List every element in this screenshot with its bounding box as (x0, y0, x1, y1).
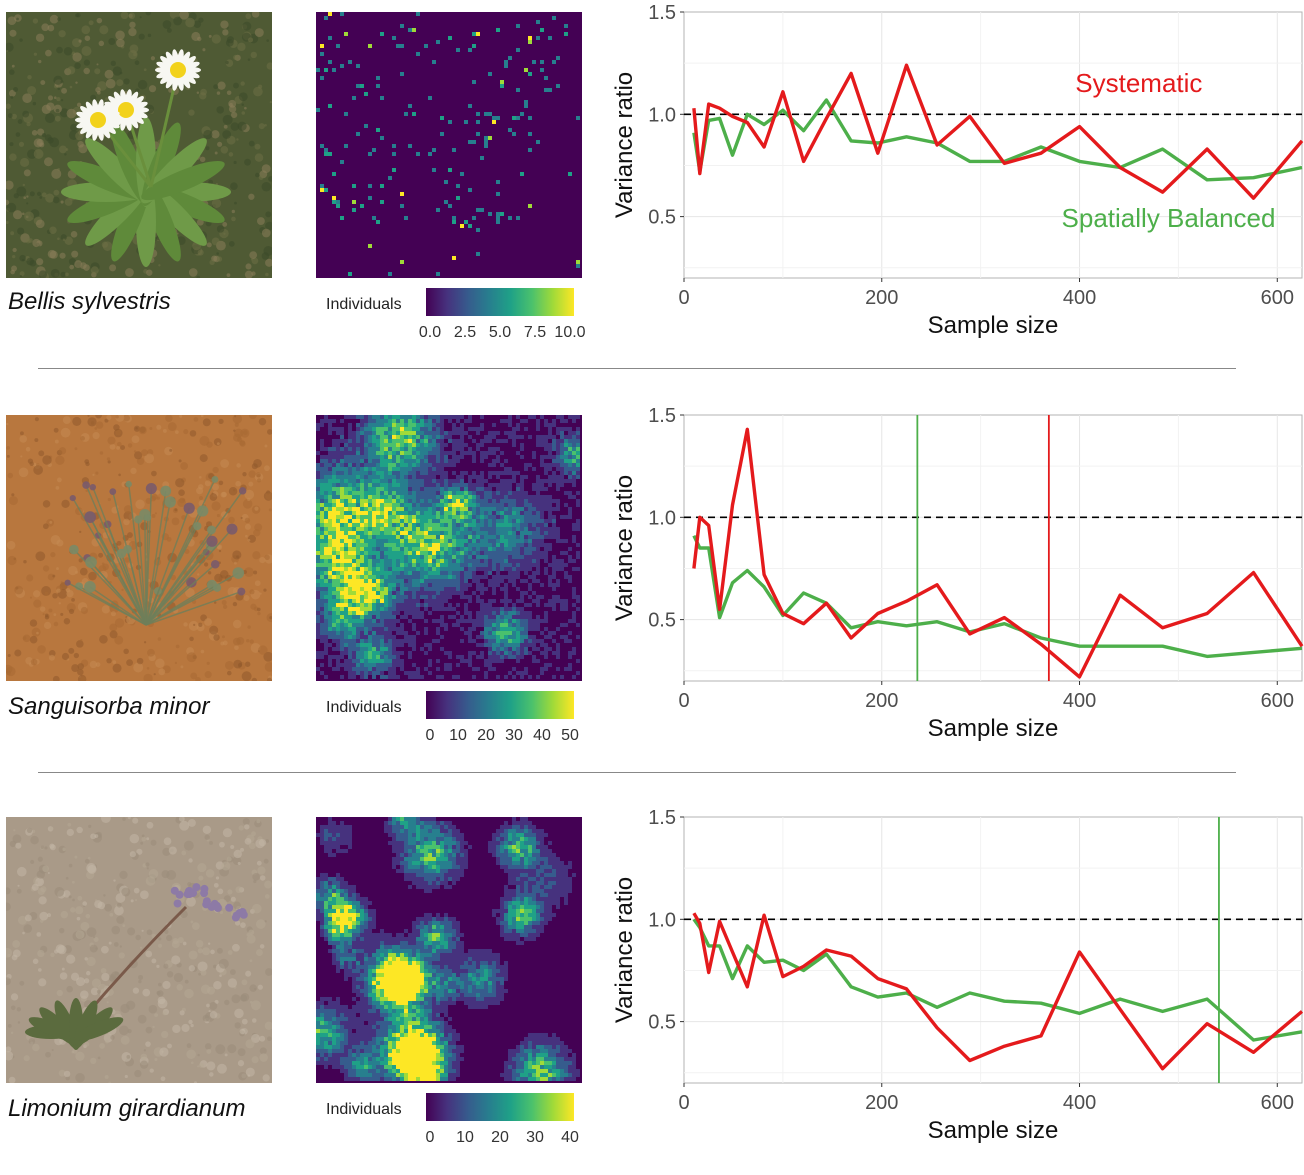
species-name-2: Sanguisorba minor (8, 693, 209, 721)
y-tick-label: 1.5 (648, 405, 676, 427)
x-axis-label: Sample size (928, 1117, 1059, 1144)
abundance-heatmap-2 (316, 415, 582, 681)
colorbar-legend-1: Individuals 0.0 2.5 5.0 7.5 10.0 (316, 288, 586, 348)
legend-tick-label: 20 (491, 1129, 509, 1147)
plot-panel (684, 415, 1302, 681)
panel-row-3: Limonium girardianum Individuals 0 10 20 30… (0, 805, 1304, 1175)
section-divider-1 (38, 368, 1236, 369)
series-annotation: Spatially Balanced (1062, 203, 1276, 233)
y-axis-label: Variance ratio (611, 72, 638, 218)
species-photo-3 (6, 817, 272, 1083)
legend-title-2: Individuals (326, 699, 402, 717)
legend-tick-label: 7.5 (524, 324, 546, 342)
x-tick-label: 600 (1261, 287, 1294, 309)
colorbar-3 (426, 1093, 574, 1121)
plot-panel (684, 12, 1302, 278)
heatmap-background (316, 12, 582, 278)
x-axis-label: Sample size (928, 715, 1059, 742)
panel-row-1: Bellis sylvestris Individuals 0.0 2.5 5.0 7… (0, 0, 1304, 370)
variance-ratio-chart-3: 0 200 400 600 0.5 1.0 1.5 Sample size Variance r… (600, 805, 1304, 1145)
legend-tick-label: 5.0 (489, 324, 511, 342)
legend-tick-label: 20 (477, 727, 495, 745)
x-axis-label: Sample size (928, 312, 1059, 339)
x-tick-label: 200 (865, 690, 898, 712)
section-divider-2 (38, 772, 1236, 773)
x-tick-label: 400 (1063, 690, 1096, 712)
y-tick-label: 1.5 (648, 807, 676, 829)
y-axis-label: Variance ratio (611, 475, 638, 621)
x-tick-label: 0 (678, 1092, 689, 1114)
x-tick-label: 0 (678, 287, 689, 309)
y-tick-label: 1.5 (648, 2, 676, 24)
y-tick-label: 1.0 (648, 104, 676, 126)
colorbar-1 (426, 288, 574, 316)
legend-title-1: Individuals (326, 296, 402, 314)
legend-tick-label: 10.0 (554, 324, 585, 342)
x-tick-label: 600 (1261, 690, 1294, 712)
y-tick-label: 1.0 (648, 507, 676, 529)
legend-tick-label: 40 (533, 727, 551, 745)
legend-tick-label: 10 (456, 1129, 474, 1147)
species-photo-1 (6, 12, 272, 278)
legend-title-3: Individuals (326, 1101, 402, 1119)
y-tick-label: 0.5 (648, 610, 676, 632)
legend-tick-label: 0 (426, 727, 435, 745)
x-tick-label: 400 (1063, 1092, 1096, 1114)
x-tick-label: 400 (1063, 287, 1096, 309)
rosette-leaves (61, 117, 231, 267)
legend-tick-label: 50 (561, 727, 579, 745)
legend-tick-label: 10 (449, 727, 467, 745)
legend-tick-label: 0.0 (419, 324, 441, 342)
y-tick-label: 0.5 (648, 207, 676, 229)
variance-ratio-chart-2: 0 200 400 600 0.5 1.0 1.5 Sample size Variance r… (600, 403, 1304, 743)
species-photo-2 (6, 415, 272, 681)
x-tick-label: 600 (1261, 1092, 1294, 1114)
abundance-heatmap-1 (316, 12, 582, 278)
series-annotation: Systematic (1075, 68, 1202, 98)
x-tick-label: 0 (678, 690, 689, 712)
legend-tick-label: 0 (426, 1129, 435, 1147)
abundance-heatmap-3 (316, 817, 582, 1083)
panel-row-2: Sanguisorba minor Individuals 0 10 20 30 40 5… (0, 403, 1304, 773)
plot-panel (684, 817, 1302, 1083)
variance-ratio-chart-1: 0 200 400 600 0.5 1.0 1.5 Sample size Variance r… (600, 0, 1304, 340)
species-name-1: Bellis sylvestris (8, 288, 171, 316)
legend-tick-label: 30 (526, 1129, 544, 1147)
x-tick-label: 200 (865, 1092, 898, 1114)
legend-tick-label: 30 (505, 727, 523, 745)
legend-tick-label: 40 (561, 1129, 579, 1147)
y-axis-label: Variance ratio (611, 877, 638, 1023)
y-tick-label: 1.0 (648, 909, 676, 931)
y-tick-label: 0.5 (648, 1012, 676, 1034)
colorbar-legend-3: Individuals 0 10 20 30 40 (316, 1093, 586, 1153)
x-tick-label: 200 (865, 287, 898, 309)
colorbar-legend-2: Individuals 0 10 20 30 40 50 (316, 691, 586, 751)
species-name-3: Limonium girardianum (8, 1095, 245, 1123)
legend-tick-label: 2.5 (454, 324, 476, 342)
colorbar-2 (426, 691, 574, 719)
